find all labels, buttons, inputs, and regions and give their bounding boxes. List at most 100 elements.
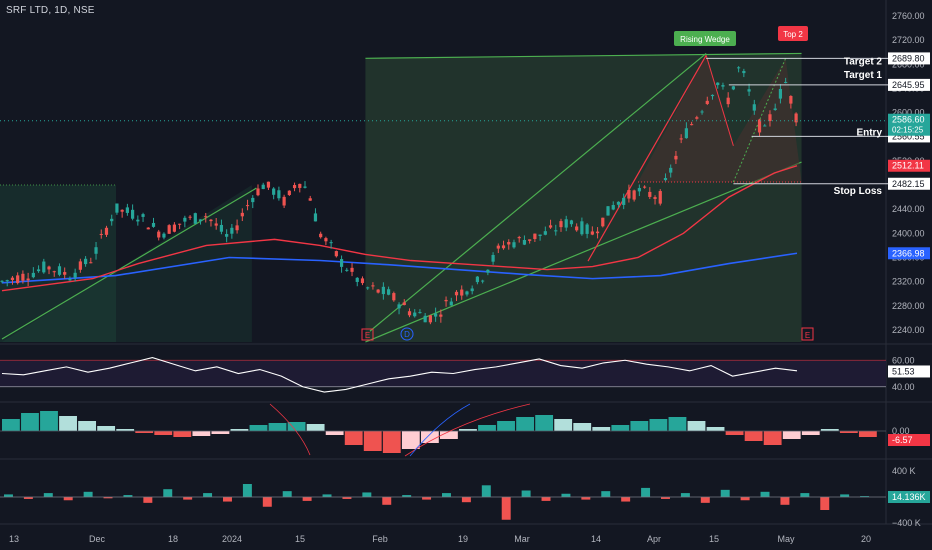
- histogram-bar: [459, 429, 477, 431]
- dividend-marker-label: D: [404, 330, 410, 339]
- volume-value-badge: [888, 491, 930, 503]
- candle-body: [303, 186, 307, 188]
- histogram-bar: [135, 431, 154, 433]
- histogram-bar: [154, 431, 173, 435]
- earnings-marker-1[interactable]: [361, 328, 374, 341]
- volume-bar: [123, 495, 133, 497]
- candle-body: [193, 213, 197, 224]
- volume-bar: [680, 493, 690, 497]
- candle-body: [590, 231, 594, 235]
- candle-body: [548, 225, 553, 228]
- candle-body: [245, 205, 250, 207]
- candle-body: [763, 125, 767, 127]
- pattern-red-line: [587, 54, 707, 262]
- volume-bar: [541, 497, 551, 501]
- histogram-bar: [249, 425, 268, 431]
- candle-body: [261, 184, 265, 190]
- histogram-bar: [668, 417, 687, 431]
- histogram-bar: [535, 415, 554, 431]
- time-tick-label: 2024: [222, 534, 242, 544]
- price-axis[interactable]: 2760.002720.002680.002640.002600.002560.…: [888, 11, 930, 335]
- candle-body: [789, 96, 793, 104]
- entry-label: Entry: [856, 127, 882, 138]
- volume-bar: [322, 494, 332, 497]
- candle-body: [439, 314, 443, 317]
- volume-bar: [780, 497, 790, 505]
- candle-body: [366, 287, 370, 289]
- histogram-bar: [325, 431, 344, 435]
- price-tick-label: 2240.00: [892, 325, 925, 335]
- histogram-bar: [97, 426, 116, 431]
- earnings-marker-2[interactable]: [801, 327, 814, 341]
- candle-body: [42, 261, 46, 273]
- momentum-pane[interactable]: 0.00-6.57: [0, 403, 930, 457]
- price-tick-label: 2400.00: [892, 228, 925, 238]
- candle-body: [167, 225, 171, 234]
- candle-body: [710, 94, 715, 97]
- histogram-bar: [420, 431, 439, 443]
- trend-lower-line: [365, 161, 802, 343]
- candle-body: [726, 97, 730, 105]
- trend-region: [365, 53, 802, 342]
- trend-upper-line: [365, 52, 802, 59]
- candle-body: [319, 233, 323, 238]
- volume-bar: [4, 494, 13, 497]
- candle-body: [721, 85, 725, 87]
- volume-pane[interactable]: 400 K −400 K 14.136K: [0, 466, 930, 528]
- rsi-pane[interactable]: 60.00 40.00 51.53: [0, 355, 930, 393]
- histogram-bar: [706, 427, 725, 431]
- candle-body: [434, 313, 438, 317]
- wedge-left-line: [369, 52, 707, 332]
- histogram-bar: [687, 421, 706, 431]
- candle-body: [773, 108, 777, 111]
- candle-body: [460, 289, 464, 296]
- histogram-signal-blue: [409, 403, 471, 457]
- candle-body: [413, 312, 417, 317]
- candle-body: [737, 67, 741, 69]
- earnings-marker-label-2: E: [805, 331, 810, 340]
- target2-label: Target 2: [844, 56, 883, 67]
- candle-body: [31, 272, 35, 278]
- target1-badge: [888, 78, 930, 91]
- pattern-region: [638, 55, 802, 183]
- candle-body: [386, 289, 391, 295]
- candle-body: [757, 119, 762, 133]
- candle-body: [141, 214, 145, 217]
- volume-bar: [342, 497, 352, 499]
- candle-body: [585, 224, 589, 234]
- time-axis[interactable]: 13 Dec 18 2024 15 Feb 19 Mar 14 Apr 15 May 20: [9, 534, 871, 544]
- volume-bar: [143, 497, 153, 503]
- candle-body: [376, 289, 380, 293]
- price-tick-label: 2760.00: [892, 11, 925, 21]
- candle-body: [360, 278, 365, 284]
- candle-body: [684, 128, 688, 139]
- candle-body: [575, 226, 579, 231]
- candle-body: [78, 261, 82, 270]
- candle-body: [371, 285, 375, 287]
- volume-bar: [302, 497, 312, 501]
- candle-body: [256, 188, 260, 196]
- volume-bar: [860, 496, 870, 497]
- candle-body: [637, 188, 641, 192]
- volume-bar: [183, 497, 193, 500]
- histogram-bar: [40, 411, 58, 431]
- time-tick-label: Feb: [372, 534, 388, 544]
- time-tick-label: Apr: [647, 534, 661, 544]
- candle-body: [538, 234, 542, 236]
- candle-body: [569, 220, 574, 225]
- rsi-value-badge: [888, 365, 930, 378]
- candle-body: [157, 231, 161, 238]
- volume-bar: [581, 497, 591, 500]
- histogram-value-badge: [888, 434, 930, 446]
- histogram-bar: [59, 416, 77, 431]
- candle-body: [120, 209, 124, 212]
- candle-body: [183, 217, 187, 222]
- candle-body: [496, 245, 500, 249]
- target2-badge: [888, 52, 930, 65]
- candle-body: [716, 82, 720, 86]
- histogram-bar: [192, 431, 211, 436]
- dividend-marker[interactable]: [400, 327, 414, 341]
- candle-body: [397, 304, 401, 309]
